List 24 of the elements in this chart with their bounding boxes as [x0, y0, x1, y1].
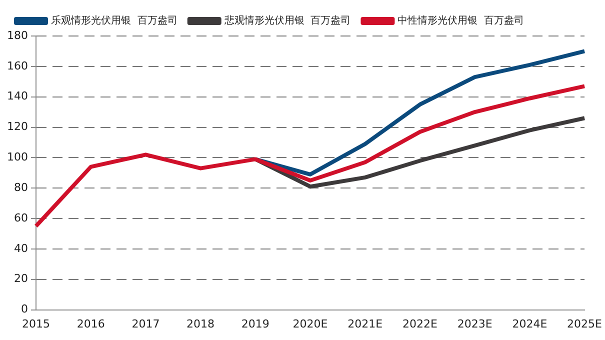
- y-tick-label: 140: [6, 90, 28, 103]
- y-tick-label: 80: [14, 180, 28, 194]
- x-tick-label: 2021E: [348, 317, 383, 330]
- legend-label: 中性情形光伏用银 百万盎司: [398, 14, 524, 27]
- x-tick-label: 2018: [186, 317, 215, 330]
- y-tick-label: 60: [14, 211, 28, 224]
- x-tick-label: 2019: [241, 317, 270, 330]
- y-tick-label: 20: [14, 272, 28, 286]
- x-tick-label: 2016: [76, 317, 105, 330]
- x-tick-label: 2022E: [402, 317, 438, 330]
- x-tick-label: 2015: [22, 317, 50, 330]
- x-tick-label: 2023E: [457, 317, 492, 330]
- y-tick-label: 40: [14, 242, 28, 255]
- y-tick-label: 120: [6, 120, 28, 134]
- x-tick-label: 2020E: [292, 317, 328, 330]
- legend-label: 悲观情形光伏用银 百万盎司: [223, 14, 351, 27]
- y-tick-label: 100: [6, 150, 28, 164]
- y-tick-label: 0: [20, 302, 28, 316]
- y-tick-label: 180: [6, 28, 28, 42]
- y-tick-label: 160: [6, 59, 28, 72]
- x-tick-label: 2024E: [512, 317, 548, 330]
- x-tick-label: 2017: [132, 317, 160, 330]
- legend-label: 乐观情形光伏用银 百万盎司: [51, 14, 178, 27]
- x-tick-label: 2025E: [567, 317, 602, 330]
